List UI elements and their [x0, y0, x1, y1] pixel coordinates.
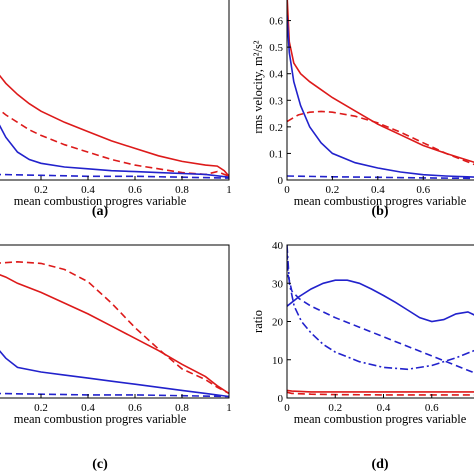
series-line-0	[287, 279, 474, 323]
series-line-1	[0, 260, 229, 395]
series-line-1	[287, 252, 474, 374]
x-tick-label: 0.8	[175, 184, 189, 196]
series-line-1	[0, 109, 229, 178]
x-axis-label: mean combustion progres variable	[294, 194, 467, 208]
x-tick-label: 0.4	[81, 402, 95, 414]
series-group	[0, 260, 229, 398]
x-tick-label: 0.8	[175, 402, 189, 414]
series-group	[0, 74, 229, 179]
series-line-0	[0, 74, 229, 177]
x-tick-label: 0.2	[328, 402, 342, 414]
panel-d: 0 0.2 0.4 0.6 0 10 20 30 40 mean combustion progr…	[251, 240, 474, 472]
panel-label: (c)	[92, 457, 108, 472]
x-tick-label: 0.6	[128, 184, 142, 196]
x-tick-label: 0.6	[416, 184, 430, 196]
x-tick-label: 0	[284, 402, 290, 414]
series-line-3	[0, 392, 229, 398]
plot-frame	[0, 244, 230, 399]
panel-c: 0.2 0.4 0.6 0.8 1 mean combustion progres var…	[0, 244, 232, 472]
x-tick-label: 0.2	[326, 184, 340, 196]
panel-label: (d)	[371, 457, 388, 472]
series-line-2	[287, 245, 474, 371]
panel-label: (b)	[371, 204, 388, 219]
series-line-0	[287, 0, 474, 164]
x-tick-label: 0.6	[128, 402, 142, 414]
y-tick-label: 0	[278, 175, 284, 187]
x-axis-label: mean combustion progres variable	[294, 412, 467, 426]
y-tick-label: 0.5	[269, 42, 283, 54]
x-tick-label: 1	[226, 402, 232, 414]
series-line-3	[287, 389, 474, 393]
x-tick-label: 0.6	[425, 402, 439, 414]
panel-label: (a)	[92, 204, 109, 219]
y-tick-label: 20	[272, 317, 284, 329]
y-tick-label: 30	[272, 278, 284, 290]
series-line-2	[0, 350, 229, 398]
y-axis-label: rms velocity, m²/s²	[251, 40, 265, 133]
x-tick-label: 0.4	[377, 402, 391, 414]
x-tick-label: 1	[226, 184, 232, 196]
plot-frame	[286, 0, 474, 181]
x-tick-label: 0.4	[81, 184, 95, 196]
y-tick-label: 0.3	[269, 95, 283, 107]
y-tick-label: 40	[272, 240, 284, 252]
series-line-2	[287, 15, 474, 178]
series-line-0	[0, 273, 229, 395]
panel-a: 0.2 0.4 0.6 0.8 1 mean combustion progres var…	[0, 0, 232, 219]
y-tick-label: 0	[278, 393, 284, 405]
x-tick-label: 0.4	[371, 184, 385, 196]
x-axis-label: mean combustion progres variable	[14, 194, 187, 208]
series-group	[287, 0, 474, 180]
y-tick-label: 0.1	[269, 148, 283, 160]
x-tick-label: 0.2	[34, 402, 48, 414]
y-axis-label: ratio	[251, 310, 265, 333]
y-tick-label: 10	[272, 355, 284, 367]
plot-frame	[0, 0, 230, 181]
y-tick-label: 0.4	[269, 69, 283, 81]
y-tick-label: 0.6	[269, 16, 283, 28]
series-group	[287, 245, 474, 396]
series-line-1	[287, 110, 474, 166]
series-line-2	[0, 124, 229, 178]
plot-frame	[286, 244, 474, 399]
x-axis-label: mean combustion progres variable	[14, 412, 187, 426]
x-tick-label: 0	[284, 184, 290, 196]
x-tick-label: 0.2	[34, 184, 48, 196]
y-tick-label: 0.2	[269, 122, 283, 134]
series-line-3	[0, 173, 229, 179]
